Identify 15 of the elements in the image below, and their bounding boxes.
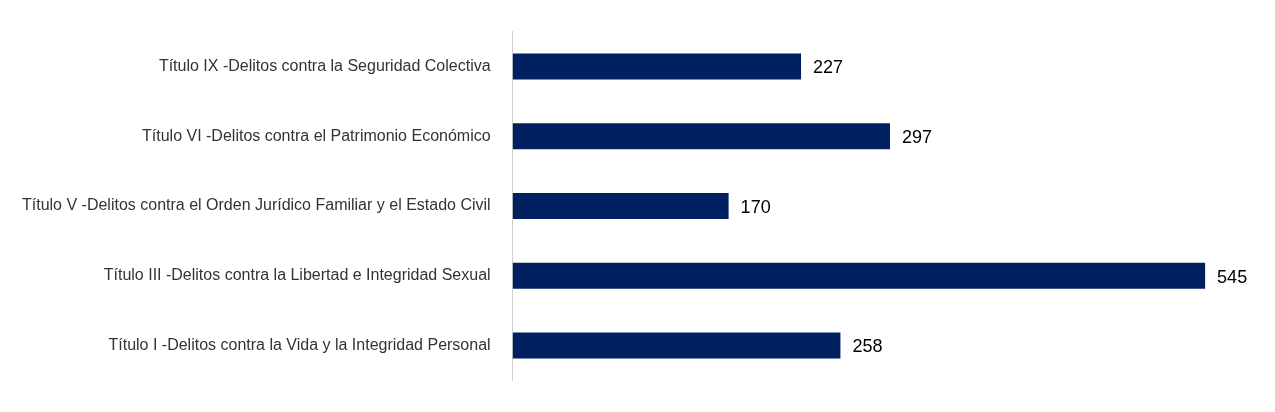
y-tick-label: Título I -Delitos contra la Vida y la Integridad Personal <box>108 335 491 353</box>
y-tick-label: Título V -Delitos contra el Orden Jurídico Familiar y el Estado Civil <box>22 196 491 214</box>
y-tick-label: Título III -Delitos contra la Libertad e Integridad Sexual <box>103 266 491 284</box>
bar <box>512 123 890 150</box>
bar <box>512 332 841 359</box>
y-tick-label: Título VI -Delitos contra el Patrimonio Económico <box>142 126 491 144</box>
y-tick-label: Título IX -Delitos contra la Seguridad Colectiva <box>158 56 491 74</box>
bar <box>512 193 729 219</box>
bar <box>512 262 1206 289</box>
data-label: 170 <box>740 196 771 217</box>
data-label: 258 <box>852 336 883 357</box>
data-label: 545 <box>1217 266 1248 287</box>
bar <box>512 53 802 80</box>
data-label: 227 <box>813 57 844 78</box>
data-label: 297 <box>901 127 933 148</box>
